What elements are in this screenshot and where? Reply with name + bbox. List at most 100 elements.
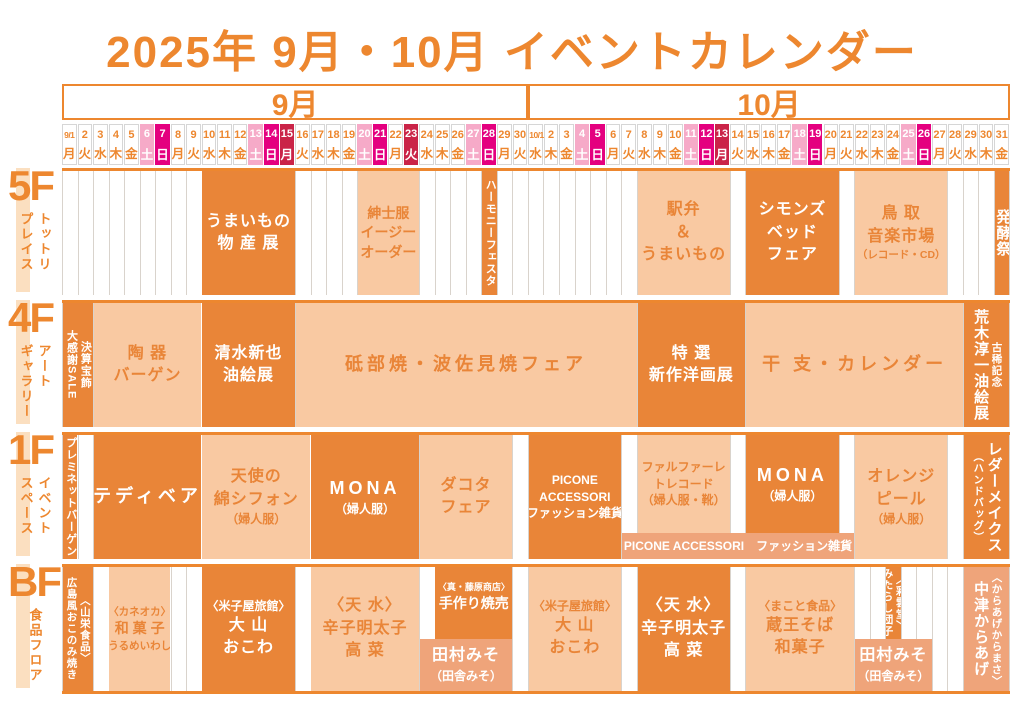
date-weekday: 金 [560,147,573,161]
date-number: 26 [917,128,931,140]
date-weekday: 水 [94,147,107,161]
date-weekday: 金 [125,147,138,161]
date-cell: 25 木 [434,124,450,165]
date-cell: 9/1 月 [62,124,77,165]
event-text-line: （田舎みそ） [857,668,930,683]
date-number: 16 [296,129,309,141]
grid-column [731,567,747,691]
event-text-line: PICONE ACCESSORI ファッション雑貨 [623,538,853,553]
event-text-line: ACCESSORI [539,489,611,504]
grid-column [995,171,1011,295]
date-weekday: 土 [467,148,480,162]
date-weekday: 月 [63,147,76,161]
event-hakkousai: 発酵祭 [994,171,1010,295]
grid-column [840,435,856,559]
event-text-column: 〈彩雲堂〉 [894,574,901,632]
event-text-line: 高 菜 [345,642,385,660]
event-makoto-zao-soba-wagashi: 〈まこと食品〉 蔵王そば 和菓子 [746,567,855,691]
grid-column [622,567,638,691]
grid-column [498,435,514,559]
event-text-line: 砥部焼・波佐見焼フェア [345,354,588,375]
date-cell: 24 金 [885,124,901,165]
date-number: 6 [143,128,151,140]
grid-column [141,171,157,295]
date-number: 10 [203,129,216,141]
date-number: 29 [498,129,511,141]
event-text-line: 〈米子屋旅館〉 [206,599,291,614]
event-shinshifuku-easy-order: 紳士服 イージー オーダー [357,171,419,295]
date-number: 17 [311,129,325,141]
event-text-column: 古稀記念 [990,342,1003,388]
date-cell: 29 水 [963,124,978,165]
event-mona-october: MONA （婦人服） [746,435,839,533]
date-weekday: 金 [995,147,1008,161]
event-text-line: 〈カネオカ〉 [109,605,171,618]
grid-column [312,171,328,295]
floor-accent-bar [16,168,30,292]
grid-column [607,567,623,691]
date-cell: 27 月 [932,124,947,165]
floor-subtitle-column: プレイス [18,211,34,272]
event-text-line: うまいもの [205,212,291,230]
date-number: 13 [715,128,729,140]
grid-column [156,171,172,295]
event-text-line: オレンジ [867,468,936,486]
date-cell: 15 水 [745,124,761,165]
floor-subtitle: トットリ プレイス [8,212,60,272]
date-weekday: 金 [233,147,247,161]
date-weekday: 水 [964,147,977,161]
date-weekday: 木 [109,147,123,161]
date-number: 23 [871,129,884,141]
grid-column [995,435,1011,559]
grid-column [420,171,436,295]
event-simmons-bed-fair: シモンズ ベッド フェア [746,171,839,295]
event-text-line: 手作り焼売 [438,594,509,611]
date-number: 27 [467,128,480,140]
event-text-line: オーダー [360,243,417,260]
date-number: 16 [762,129,775,141]
grid-column [187,171,203,295]
event-text-line: 陶 器 [127,344,168,362]
grid-column [79,171,95,295]
date-weekday: 土 [140,148,154,162]
event-text-line: 辛子明太子 [641,619,727,637]
event-text-line: フェア [440,499,492,516]
date-number: 25 [436,129,449,141]
date-number: 14 [265,128,278,140]
event-text-line: 干 支・カレンダー [762,354,948,375]
floor-subtitle-column: スペース [18,475,34,536]
date-weekday: 火 [622,147,635,161]
event-text-line: 鳥 取 [881,205,921,223]
date-cell: 25 土 [901,124,916,165]
floor-subtitle-column: トットリ [36,211,52,272]
date-weekday: 木 [327,147,340,161]
date-weekday: 日 [265,148,278,162]
event-text-line: シモンズ [758,201,827,219]
date-cell: 16 木 [761,124,776,165]
event-mona-september: MONA （婦人服） [311,435,419,559]
event-dakota-fair: ダコタ フェア [419,435,513,559]
date-cell: 23 火 [403,124,419,165]
date-weekday: 水 [638,147,651,161]
floor-accent-bar [16,300,30,424]
date-weekday: 火 [731,147,744,161]
date-weekday: 金 [777,147,791,161]
grid-column [156,567,172,691]
floor-accent-bar [16,564,30,688]
date-cell: 20 月 [823,124,839,165]
event-orange-peel: オレンジ ピール （婦人服） [855,435,948,559]
month-header-1: 9月 [62,84,529,122]
date-cell: 10 金 [668,124,683,165]
date-cell: 17 金 [776,124,792,165]
event-text-line: 音楽市場 [867,227,936,245]
date-weekday: 水 [855,147,869,161]
event-text-line: 天使の [230,468,282,486]
date-weekday: 火 [513,147,527,161]
event-text-column: 決算宝飾 [79,341,92,389]
date-cell: 22 月 [388,124,403,165]
date-number: 8 [641,129,648,141]
date-cell: 11 土 [683,124,699,165]
date-number: 27 [933,129,946,141]
date-cell: 31 金 [994,124,1009,165]
